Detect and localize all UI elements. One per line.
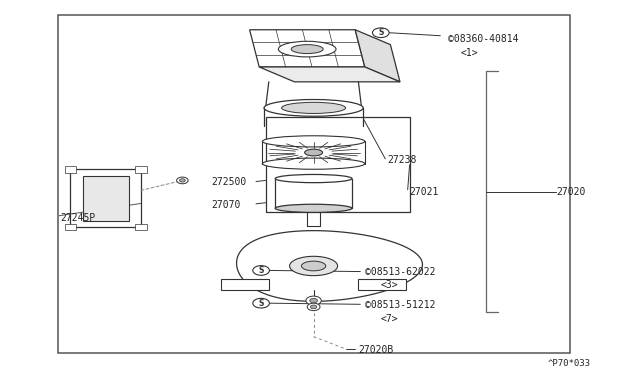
Circle shape bbox=[253, 266, 269, 275]
Ellipse shape bbox=[275, 204, 352, 212]
Text: <1>: <1> bbox=[461, 48, 479, 58]
Polygon shape bbox=[237, 231, 422, 301]
Circle shape bbox=[372, 28, 389, 38]
Polygon shape bbox=[70, 169, 141, 227]
Polygon shape bbox=[358, 279, 406, 290]
Bar bbox=[65, 224, 76, 230]
Text: 27020: 27020 bbox=[557, 187, 586, 196]
Bar bbox=[266, 117, 410, 212]
Circle shape bbox=[177, 177, 188, 184]
Ellipse shape bbox=[264, 99, 364, 116]
Text: 272500: 272500 bbox=[211, 177, 246, 187]
Circle shape bbox=[179, 179, 186, 182]
Polygon shape bbox=[250, 30, 365, 67]
Polygon shape bbox=[221, 279, 269, 290]
Ellipse shape bbox=[291, 45, 323, 54]
Circle shape bbox=[310, 298, 317, 303]
Ellipse shape bbox=[301, 261, 326, 271]
Text: ©08513-62022: ©08513-62022 bbox=[365, 267, 435, 276]
Circle shape bbox=[310, 305, 317, 309]
Ellipse shape bbox=[290, 256, 338, 276]
Circle shape bbox=[307, 303, 320, 311]
Text: <7>: <7> bbox=[381, 314, 399, 324]
Text: S: S bbox=[259, 299, 264, 308]
Ellipse shape bbox=[282, 102, 346, 113]
Circle shape bbox=[306, 296, 321, 305]
Text: <3>: <3> bbox=[381, 280, 399, 290]
Bar bbox=[135, 224, 147, 230]
Text: ©08513-51212: ©08513-51212 bbox=[365, 300, 435, 310]
Ellipse shape bbox=[275, 174, 352, 183]
Text: 27070: 27070 bbox=[211, 200, 241, 209]
Polygon shape bbox=[259, 67, 400, 82]
Text: ^P70*033: ^P70*033 bbox=[547, 359, 590, 368]
Ellipse shape bbox=[262, 136, 365, 147]
Text: S: S bbox=[259, 266, 264, 275]
Ellipse shape bbox=[278, 41, 336, 57]
Text: 27245P: 27245P bbox=[61, 213, 96, 222]
Bar bbox=[65, 166, 76, 173]
Circle shape bbox=[253, 298, 269, 308]
Bar bbox=[135, 166, 147, 173]
Ellipse shape bbox=[262, 158, 365, 169]
Text: 27020B: 27020B bbox=[358, 345, 394, 355]
Text: S: S bbox=[378, 28, 383, 37]
Polygon shape bbox=[355, 30, 400, 82]
Text: 27021: 27021 bbox=[410, 187, 439, 196]
Polygon shape bbox=[83, 176, 129, 221]
Ellipse shape bbox=[305, 149, 323, 156]
Text: 27238: 27238 bbox=[387, 155, 417, 165]
Text: ©08360-40814: ©08360-40814 bbox=[448, 34, 518, 44]
Bar bbox=[58, 15, 570, 353]
